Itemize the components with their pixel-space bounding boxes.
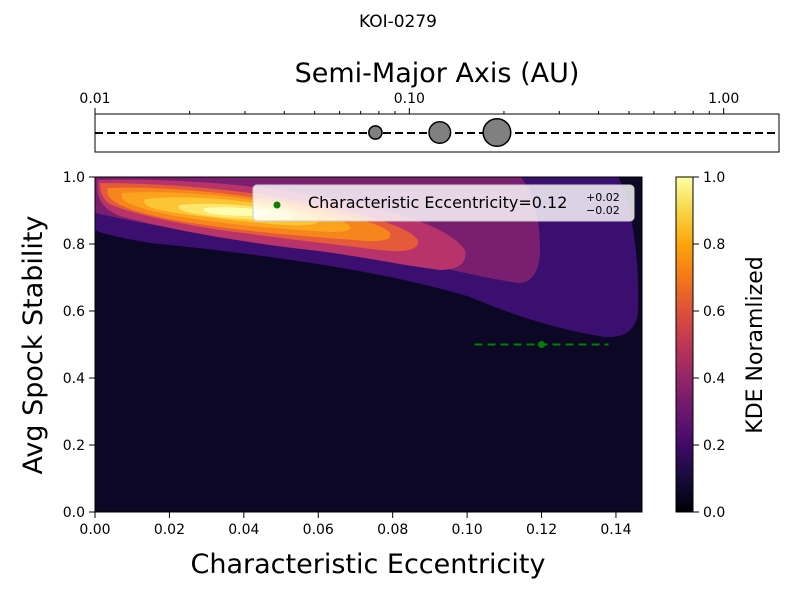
stability-tick-label: 0.8	[63, 237, 85, 253]
eccentricity-tick-label: 0.06	[303, 522, 334, 538]
colorbar-tick-label: 1.0	[703, 170, 725, 186]
stability-ticks: 0.0 0.2 0.4 0.6 0.8 1.0	[63, 170, 95, 521]
colorbar-ticks: 0.0 0.2 0.4 0.6 0.8 1.0	[693, 170, 725, 521]
eccentricity-tick-label: 0.08	[377, 522, 408, 538]
eccentricity-tick-label: 0.10	[452, 522, 483, 538]
semimajor-axis-label: Semi-Major Axis (AU)	[295, 58, 580, 89]
colorbar-gradient	[675, 176, 694, 513]
legend-sub: −0.02	[586, 204, 620, 217]
semimajor-axis-ticks: 0.01 0.10 1.00	[79, 91, 739, 114]
semimajor-tick-label: 0.01	[79, 91, 110, 107]
semimajor-axis-panel: Semi-Major Axis (AU) 0.01 0.10 1.00	[79, 58, 780, 153]
stability-tick-label: 0.0	[63, 505, 85, 521]
stability-tick-label: 0.6	[63, 304, 85, 320]
colorbar-label: KDE Noramlized	[743, 256, 768, 433]
legend-box	[252, 184, 635, 222]
colorbar-tick-label: 0.4	[703, 371, 725, 387]
stability-tick-label: 0.4	[63, 371, 85, 387]
colorbar-tick-label: 0.6	[703, 304, 725, 320]
legend-marker	[273, 201, 281, 209]
eccentricity-tick-label: 0.00	[79, 522, 110, 538]
kde-frame	[94, 176, 643, 513]
eccentricity-tick-label: 0.12	[526, 522, 557, 538]
legend-label: Characteristic Eccentricity=0.12	[308, 193, 567, 212]
figure-title: KOI-0279	[359, 12, 437, 32]
colorbar: 0.0 0.2 0.4 0.6 0.8 1.0 KDE Noramlized	[675, 170, 768, 521]
planet-marker	[368, 125, 383, 140]
eccentricity-tick-label: 0.02	[154, 522, 185, 538]
eccentricity-marker	[538, 341, 546, 348]
stability-axis-label: Avg Spock Stability	[18, 216, 49, 475]
semimajor-tick-label: 1.00	[708, 91, 739, 107]
planet-marker	[428, 120, 452, 145]
eccentricity-tick-label: 0.04	[228, 522, 259, 538]
legend: Characteristic Eccentricity=0.12 +0.02 −…	[252, 184, 635, 222]
planet-marker	[482, 117, 512, 148]
kde-contours	[95, 177, 642, 512]
semimajor-axis-frame	[94, 113, 780, 153]
colorbar-tick-label: 0.0	[703, 505, 725, 521]
eccentricity-axis-label: Characteristic Eccentricity	[191, 549, 546, 580]
stability-tick-label: 0.2	[63, 438, 85, 454]
eccentricity-tick-label: 0.14	[600, 522, 631, 538]
kde-panel: Characteristic Eccentricity=0.12 +0.02 −…	[18, 170, 643, 580]
stability-tick-label: 1.0	[63, 170, 85, 186]
planet-markers	[368, 117, 512, 148]
eccentricity-ticks: 0.00 0.02 0.04 0.06 0.08 0.10 0.12 0.14	[79, 512, 632, 538]
colorbar-tick-label: 0.2	[703, 438, 725, 454]
legend-sup: +0.02	[586, 191, 620, 204]
semimajor-tick-label: 0.10	[394, 91, 425, 107]
colorbar-tick-label: 0.8	[703, 237, 725, 253]
